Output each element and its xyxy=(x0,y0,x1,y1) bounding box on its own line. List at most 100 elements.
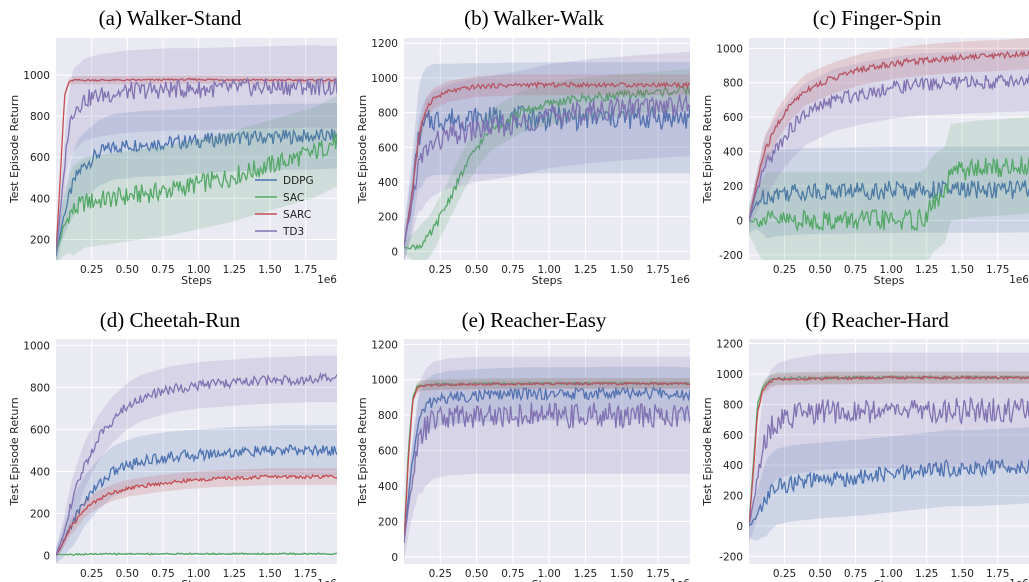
band-td3 xyxy=(749,49,1029,230)
line-td3 xyxy=(404,94,690,247)
y-axis-label: Test Episode Return xyxy=(356,397,369,506)
line-td3 xyxy=(749,396,1029,527)
x-tick-label: 1.50 xyxy=(258,568,281,580)
y-tick-label: 0 xyxy=(736,215,743,227)
y-tick-label: 200 xyxy=(30,234,50,246)
line-sac xyxy=(404,85,690,251)
plot-area xyxy=(404,38,690,260)
y-tick-label: 400 xyxy=(30,193,50,205)
legend-label: TD3 xyxy=(282,226,304,238)
y-tick-label: 600 xyxy=(30,424,50,436)
y-tick-label: 1200 xyxy=(716,339,743,351)
x-axis-label: Steps xyxy=(532,274,563,287)
x-scale-label: 1e6 xyxy=(1009,578,1029,582)
y-tick-label: 1000 xyxy=(23,70,50,82)
y-tick-label: 1000 xyxy=(716,369,743,381)
y-tick-label: -200 xyxy=(719,551,743,563)
chart-title: (a) Walker-Stand xyxy=(99,6,242,30)
x-tick-label: 1.25 xyxy=(574,568,597,580)
y-axis-label: Test Episode Return xyxy=(356,95,369,204)
y-tick-label: 1200 xyxy=(371,339,398,351)
chart-title: (d) Cheetah-Run xyxy=(100,308,241,332)
chart-title: (f) Reacher-Hard xyxy=(805,308,949,332)
chart-panel-2: 0.25 0.50 0.75 1.00 1.25 1.50 1.75 -200 0 200 400 6… xyxy=(701,6,1029,287)
x-tick-label: 1.25 xyxy=(915,264,938,276)
y-tick-label: 200 xyxy=(378,516,398,528)
band-td3 xyxy=(749,352,1029,544)
x-scale-label: 1e6 xyxy=(670,274,690,286)
line-sarc xyxy=(404,381,690,543)
y-tick-label: 400 xyxy=(378,481,398,493)
x-tick-label: 0.75 xyxy=(501,264,524,276)
line-sarc xyxy=(749,50,1029,221)
legend: DDPG SAC SARC TD3 xyxy=(255,175,314,238)
y-tick-label: 600 xyxy=(723,112,743,124)
x-tick-label: 0.25 xyxy=(773,264,796,276)
legend-label: DDPG xyxy=(283,175,314,187)
line-sarc xyxy=(56,77,337,252)
x-scale-label: 1e6 xyxy=(670,578,690,582)
y-tick-label: 1000 xyxy=(371,375,398,387)
line-ddpg xyxy=(56,444,337,556)
line-ddpg xyxy=(749,179,1029,221)
line-ddpg xyxy=(749,457,1029,527)
x-tick-label: 1.25 xyxy=(574,264,597,276)
x-tick-label: 0.75 xyxy=(151,568,174,580)
y-tick-label: 200 xyxy=(723,491,743,503)
x-tick-label: 0.75 xyxy=(844,568,867,580)
y-tick-label: 600 xyxy=(378,446,398,458)
y-tick-label: 1000 xyxy=(716,43,743,55)
band-ddpg xyxy=(749,427,1029,541)
band-sac xyxy=(749,117,1029,260)
line-sarc xyxy=(749,375,1029,527)
y-tick-label: 800 xyxy=(378,410,398,422)
legend-label: SARC xyxy=(283,209,311,221)
chart-panel-5: 0.25 0.50 0.75 1.00 1.25 1.50 1.75 -200 0 200 400 6… xyxy=(701,308,1029,582)
x-tick-label: 1.25 xyxy=(915,568,938,580)
x-tick-label: 1.25 xyxy=(223,568,246,580)
y-tick-label: 1200 xyxy=(371,38,398,50)
x-scale-label: 1e6 xyxy=(317,578,337,582)
y-tick-label: -200 xyxy=(719,250,743,262)
y-tick-label: 0 xyxy=(391,246,398,258)
x-scale-label: 1e6 xyxy=(1009,274,1029,286)
line-td3 xyxy=(749,74,1029,221)
x-tick-label: 1.00 xyxy=(187,264,210,276)
x-tick-label: 0.25 xyxy=(80,568,103,580)
x-tick-label: 1.50 xyxy=(951,568,974,580)
legend-label: SAC xyxy=(283,192,304,204)
line-td3 xyxy=(56,371,337,556)
x-tick-label: 1.00 xyxy=(537,264,560,276)
x-axis-label: Steps xyxy=(181,578,212,582)
y-tick-label: 800 xyxy=(723,399,743,411)
y-tick-label: 600 xyxy=(30,152,50,164)
x-tick-label: 0.50 xyxy=(116,264,139,276)
plot-area xyxy=(404,339,690,564)
x-tick-label: 1.00 xyxy=(187,568,210,580)
y-axis-label: Test Episode Return xyxy=(701,397,714,506)
y-tick-label: 200 xyxy=(723,181,743,193)
x-tick-label: 1.00 xyxy=(879,264,902,276)
y-tick-label: 0 xyxy=(736,521,743,533)
x-tick-label: 0.50 xyxy=(465,264,488,276)
x-tick-label: 1.00 xyxy=(537,568,560,580)
x-tick-label: 0.25 xyxy=(80,264,103,276)
x-tick-label: 0.75 xyxy=(844,264,867,276)
x-tick-label: 1.50 xyxy=(258,264,281,276)
y-tick-label: 800 xyxy=(30,382,50,394)
chart-panel-4: 0.25 0.50 0.75 1.00 1.25 1.50 1.75 0 200 400 600 80… xyxy=(356,308,690,582)
x-tick-label: 0.75 xyxy=(151,264,174,276)
y-tick-label: 400 xyxy=(723,460,743,472)
line-sarc xyxy=(56,473,337,556)
band-sac xyxy=(404,69,690,260)
y-tick-label: 600 xyxy=(378,142,398,154)
x-tick-label: 1.50 xyxy=(951,264,974,276)
x-tick-label: 1.25 xyxy=(223,264,246,276)
x-tick-label: 1.75 xyxy=(986,264,1009,276)
y-tick-label: 0 xyxy=(43,551,50,563)
line-sac xyxy=(56,133,337,254)
x-tick-label: 0.25 xyxy=(429,264,452,276)
plot-area xyxy=(56,339,337,564)
line-ddpg xyxy=(404,104,690,247)
line-td3 xyxy=(56,76,337,254)
